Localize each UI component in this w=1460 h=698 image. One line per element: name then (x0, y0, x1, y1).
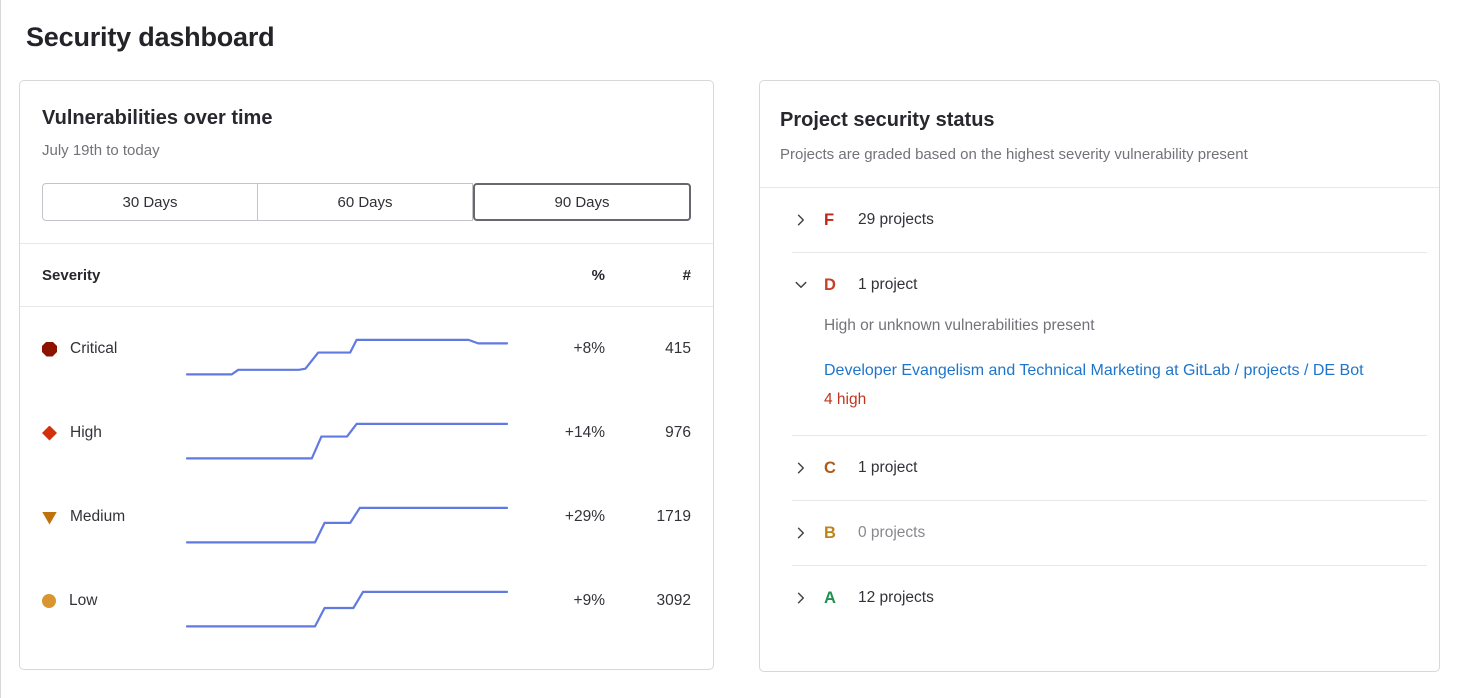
grade-row-a[interactable]: A 12 projects (780, 566, 1419, 630)
grade-project-count: 0 projects (858, 524, 926, 541)
severity-sparkline-chart (187, 585, 507, 631)
divider (792, 565, 1427, 566)
severity-label: Medium (70, 508, 126, 525)
severity-percent-change: +9% (573, 592, 605, 609)
severity-sparkline-chart (187, 501, 507, 547)
severity-count: 976 (665, 424, 691, 441)
severity-label-column: Critical (42, 340, 187, 358)
grade-letter: A (824, 588, 836, 607)
grade-project-count: 1 project (858, 459, 918, 476)
grade-project-count: 29 projects (858, 211, 934, 228)
severity-sparkline-chart (187, 417, 507, 463)
severity-count: 1719 (656, 508, 691, 525)
severity-row: Critical +8% 415 (42, 307, 691, 391)
status-card-subtitle: Projects are graded based on the highest… (780, 146, 1248, 163)
severity-table-header: Severity % # (42, 244, 691, 306)
grade-item: F 29 projects (780, 188, 1427, 253)
grade-detail: High or unknown vulnerabilities present … (780, 317, 1419, 435)
grade-item: C 1 project (780, 436, 1427, 501)
vulnerability-count-link[interactable]: 4 high (824, 391, 867, 408)
grade-row-f[interactable]: F 29 projects (780, 188, 1419, 252)
severity-row: Low +9% 3092 (42, 559, 691, 643)
divider (20, 243, 713, 244)
grade-description: High or unknown vulnerabilities present (824, 317, 1095, 334)
grade-list: F 29 projects D 1 project High or unknow… (780, 188, 1427, 630)
severity-label: Low (69, 592, 98, 609)
severity-rows: Critical +8% 415 High +14% 976 Medium (42, 307, 691, 643)
severity-count: 3092 (656, 592, 691, 609)
grade-item: A 12 projects (780, 566, 1419, 630)
severity-row: High +14% 976 (42, 391, 691, 475)
severity-label-column: Low (42, 592, 187, 610)
divider (760, 187, 1439, 188)
grade-row-d[interactable]: D 1 project (780, 253, 1419, 317)
grade-row-b[interactable]: B 0 projects (780, 501, 1419, 565)
severity-sparkline-chart (187, 333, 507, 379)
chevron-right-icon[interactable] (793, 212, 809, 228)
status-card-title: Project security status (780, 109, 995, 131)
severity-label: High (70, 424, 102, 441)
grade-item: D 1 project High or unknown vulnerabilit… (780, 253, 1427, 436)
severity-low-icon (42, 594, 56, 608)
count-column-header: # (682, 266, 691, 284)
grade-item: B 0 projects (780, 501, 1427, 566)
severity-column-header: Severity (42, 266, 101, 284)
range-button-30-days[interactable]: 30 Days (42, 183, 258, 221)
divider (792, 435, 1427, 436)
date-range-subtitle: July 19th to today (42, 142, 160, 159)
severity-row: Medium +29% 1719 (42, 475, 691, 559)
severity-label-column: High (42, 424, 187, 442)
divider (20, 306, 713, 307)
dashboard-cards: Vulnerabilities over time July 19th to t… (19, 80, 1440, 672)
range-button-60-days[interactable]: 60 Days (258, 183, 473, 221)
project-security-status-card: Project security status Projects are gra… (759, 80, 1440, 672)
grade-letter: B (824, 523, 836, 542)
severity-label-column: Medium (42, 508, 187, 526)
chevron-right-icon[interactable] (793, 590, 809, 606)
grade-letter: C (824, 458, 836, 477)
percent-column-header: % (591, 266, 605, 284)
grade-row-c[interactable]: C 1 project (780, 436, 1419, 500)
divider (792, 252, 1427, 253)
project-link[interactable]: Developer Evangelism and Technical Marke… (824, 362, 1364, 379)
security-dashboard-page: Security dashboard Vulnerabilities over … (1, 0, 1460, 672)
chevron-down-icon[interactable] (793, 277, 809, 293)
grade-letter: F (824, 210, 835, 229)
divider (792, 500, 1427, 501)
chevron-right-icon[interactable] (793, 525, 809, 541)
severity-critical-icon (42, 341, 57, 357)
vulnerabilities-over-time-card: Vulnerabilities over time July 19th to t… (19, 80, 714, 670)
severity-percent-change: +29% (564, 508, 605, 525)
severity-percent-change: +14% (564, 424, 605, 441)
grade-project-count: 12 projects (858, 589, 934, 606)
grade-letter: D (824, 275, 836, 294)
vulnerabilities-card-title: Vulnerabilities over time (42, 107, 273, 129)
severity-percent-change: +8% (573, 340, 605, 357)
chevron-right-icon[interactable] (793, 460, 809, 476)
page-title: Security dashboard (26, 22, 275, 52)
date-range-toggle: 30 Days 60 Days 90 Days (42, 183, 691, 221)
severity-medium-icon (42, 511, 57, 525)
grade-project-count: 1 project (858, 276, 918, 293)
range-button-90-days[interactable]: 90 Days (473, 183, 691, 221)
severity-label: Critical (70, 340, 118, 357)
severity-count: 415 (665, 340, 691, 357)
severity-high-icon (42, 425, 57, 441)
